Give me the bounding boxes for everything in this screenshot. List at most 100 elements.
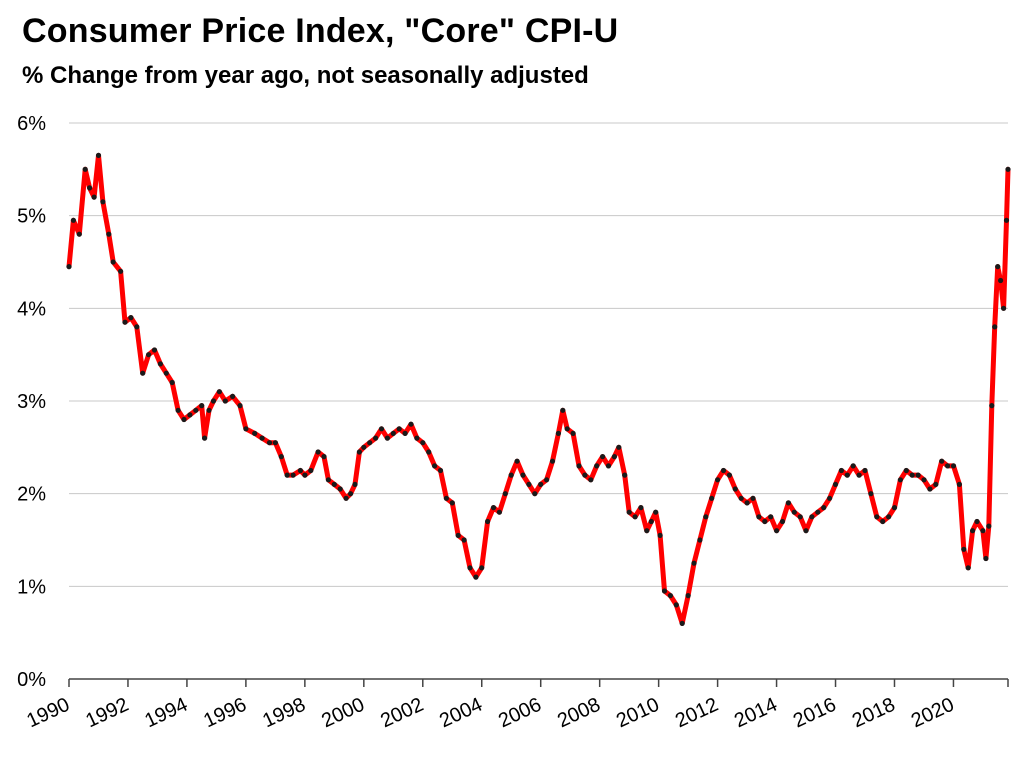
data-point <box>169 379 175 386</box>
data-point <box>809 514 815 520</box>
data-point <box>921 477 927 483</box>
data-point <box>768 514 774 520</box>
data-point <box>378 426 385 432</box>
data-point <box>762 518 768 525</box>
data-point <box>485 518 491 525</box>
data-point <box>216 389 222 395</box>
data-point <box>582 472 588 478</box>
data-point <box>331 481 337 487</box>
data-point <box>496 509 502 515</box>
series-line <box>66 152 1011 626</box>
data-point <box>163 370 169 376</box>
data-point <box>992 324 998 330</box>
data-point <box>945 463 951 469</box>
data-point <box>151 347 158 353</box>
data-point <box>502 491 508 497</box>
data-point <box>986 523 992 529</box>
data-point <box>373 435 379 441</box>
data-point <box>118 268 124 274</box>
data-point <box>426 449 432 455</box>
data-point <box>815 509 821 515</box>
data-point <box>87 185 93 191</box>
y-axis-tick-labels: 0% 1% 2% 3% 4% 5% 6% <box>17 113 46 691</box>
series-line-layer <box>66 152 1011 626</box>
data-point <box>720 467 727 474</box>
data-point <box>222 398 228 404</box>
x-tick-label: 2018 <box>849 694 899 733</box>
data-point <box>308 467 314 474</box>
data-point <box>961 546 967 552</box>
data-point <box>1005 166 1011 172</box>
data-point <box>950 463 957 469</box>
data-point <box>856 472 862 478</box>
x-tick-label: 2000 <box>318 694 368 733</box>
data-point <box>110 259 116 265</box>
data-point <box>210 398 217 404</box>
data-point <box>284 472 290 478</box>
data-point <box>909 472 915 478</box>
data-point <box>538 481 544 487</box>
data-point <box>588 477 594 483</box>
data-point <box>605 463 612 469</box>
data-point <box>230 393 236 399</box>
data-point <box>862 467 868 474</box>
data-point <box>122 319 128 325</box>
data-point <box>715 477 721 483</box>
data-point <box>402 430 408 436</box>
data-point <box>983 555 989 562</box>
x-tick-label: 1994 <box>141 694 191 733</box>
data-point <box>437 467 444 474</box>
x-tick-label: 1998 <box>259 694 309 733</box>
data-point <box>827 495 833 501</box>
data-point <box>549 458 556 464</box>
data-point <box>396 426 402 432</box>
data-point <box>685 593 691 599</box>
data-point <box>989 403 995 409</box>
data-point <box>980 528 986 534</box>
data-point <box>128 315 134 321</box>
data-point <box>290 472 296 478</box>
data-point <box>390 430 396 436</box>
data-point <box>726 472 733 478</box>
data-point <box>703 514 709 520</box>
data-point <box>352 481 358 487</box>
data-point <box>974 518 980 525</box>
data-point <box>891 505 898 511</box>
data-point <box>70 217 76 223</box>
data-point <box>644 528 650 534</box>
data-point <box>82 166 88 172</box>
data-point <box>838 467 845 474</box>
data-point <box>544 477 550 483</box>
data-point <box>243 426 249 432</box>
data-point <box>348 491 354 497</box>
x-axis-ticks: 1990 1992 1994 1996 1998 2000 2002 2004 2006 2008… <box>23 679 1009 733</box>
data-point <box>679 620 685 627</box>
chart-title: Consumer Price Index, "Core" CPI-U <box>22 12 619 50</box>
x-tick-label: 1992 <box>82 694 132 733</box>
data-point <box>193 407 199 413</box>
data-point <box>560 407 566 413</box>
data-point <box>576 463 582 469</box>
data-point <box>594 463 600 469</box>
x-tick-label: 1996 <box>200 694 250 733</box>
data-point <box>785 500 792 506</box>
data-point <box>325 477 331 483</box>
x-tick-label: 2004 <box>436 694 486 733</box>
data-point <box>868 491 874 497</box>
data-point <box>738 495 744 501</box>
data-point <box>420 440 426 446</box>
data-point <box>76 231 82 237</box>
data-point <box>343 495 349 501</box>
data-point <box>187 412 193 418</box>
data-point <box>779 518 786 525</box>
data-point <box>832 481 839 487</box>
data-point <box>302 472 308 478</box>
data-point <box>100 199 106 205</box>
data-point <box>709 495 715 501</box>
data-point <box>532 491 538 497</box>
data-point <box>526 481 532 487</box>
data-point <box>432 463 438 469</box>
data-point <box>252 430 258 436</box>
data-point <box>673 602 679 608</box>
data-point <box>844 472 850 478</box>
